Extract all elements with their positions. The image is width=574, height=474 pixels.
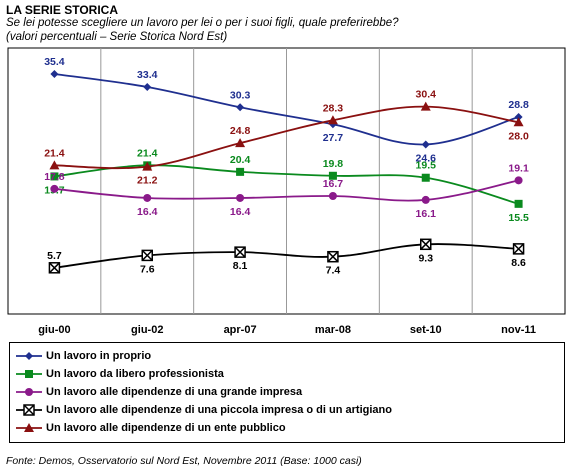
legend-entry: Un lavoro alle dipendenze di un ente pub…: [16, 419, 564, 437]
data-label: 16.4: [137, 206, 158, 218]
data-label: 17.8: [44, 171, 65, 183]
legend-swatch: [16, 404, 42, 416]
data-point: [236, 193, 245, 202]
data-label: 19.5: [416, 160, 437, 172]
data-point: [50, 69, 59, 78]
data-point: [421, 173, 430, 182]
series-5: 21.4 21.2 24.8 28.3 30.4 28.0: [44, 89, 529, 187]
data-point: [143, 193, 152, 202]
data-point: [421, 195, 430, 204]
legend-marker: [24, 423, 34, 432]
data-label: 7.6: [140, 263, 155, 275]
legend-swatch: [16, 352, 42, 360]
data-label: 16.7: [323, 178, 344, 190]
legend-label: Un lavoro in proprio: [46, 350, 152, 362]
legend-entry: Un lavoro da libero professionista: [16, 365, 564, 383]
data-label: 28.8: [508, 99, 529, 111]
x-tick-label: apr-07: [224, 324, 257, 336]
source-note: Fonte: Demos, Osservatorio sul Nord Est,…: [6, 455, 362, 467]
data-label: 9.3: [418, 252, 433, 264]
data-label: 15.5: [508, 212, 529, 224]
data-label: 16.4: [230, 206, 251, 218]
data-label: 21.4: [44, 147, 65, 159]
data-label: 30.3: [230, 89, 251, 101]
data-point: [141, 249, 153, 262]
series-line: [54, 164, 519, 205]
data-label: 16.1: [416, 208, 437, 220]
data-point: [328, 171, 337, 180]
data-point: [514, 176, 523, 185]
data-label: 28.3: [323, 102, 344, 114]
legend-marker: [23, 404, 35, 416]
series-3: 17.8 16.4 16.4 16.7 16.1 19.1: [44, 162, 529, 220]
data-point: [48, 262, 61, 274]
data-label: 30.4: [416, 89, 437, 101]
data-label: 24.8: [230, 125, 251, 137]
legend-marker: [25, 352, 33, 360]
chart-note: (valori percentuali – Serie Storica Nord…: [6, 31, 228, 43]
data-point: [236, 167, 245, 176]
data-label: 20.4: [230, 154, 251, 166]
data-point: [514, 199, 523, 208]
legend-entry: Un lavoro in proprio: [16, 347, 564, 365]
line-chart: giu-00 giu-02 apr-07 mar-08 set-10 nov-11 35.4…: [7, 47, 566, 336]
data-point: [50, 184, 59, 193]
data-point: [49, 160, 60, 170]
data-point: [142, 161, 153, 171]
data-label: 7.4: [326, 265, 341, 277]
series-line: [54, 179, 519, 202]
series-4: 5.7 7.6 8.1 7.4 9.3 8.6: [47, 238, 526, 277]
data-label: 24.6: [416, 152, 437, 164]
data-point: [234, 246, 246, 258]
chart-title: LA SERIE STORICA: [6, 3, 119, 17]
legend-label: Un lavoro alle dipendenze di un ente pub…: [46, 422, 286, 434]
x-tick-label: nov-11: [501, 324, 536, 336]
data-label: 19.8: [323, 158, 344, 170]
data-point: [514, 113, 523, 122]
legend-swatch: [16, 423, 42, 432]
data-label: 21.2: [137, 175, 158, 187]
series-line: [54, 73, 519, 146]
legend-label: Un lavoro da libero professionista: [46, 368, 224, 380]
legend-swatch: [16, 370, 42, 378]
data-label: 8.6: [511, 257, 526, 269]
data-point: [512, 243, 525, 255]
data-label: 35.4: [44, 56, 65, 68]
legend-entry: Un lavoro alle dipendenze di una piccola…: [16, 401, 564, 419]
legend-marker: [25, 388, 33, 396]
x-tick-label: giu-02: [131, 324, 163, 336]
data-point: [420, 238, 432, 251]
data-point: [235, 138, 246, 148]
data-label: 5.7: [47, 250, 62, 262]
data-point: [328, 192, 337, 201]
data-label: 27.7: [323, 132, 344, 144]
data-point: [420, 101, 431, 111]
series-2: 19.721.420.419.819.515.5: [44, 147, 529, 224]
data-label: 33.4: [137, 69, 158, 81]
x-tick-label: mar-08: [315, 324, 351, 336]
data-point: [421, 140, 430, 149]
data-point: [513, 117, 524, 127]
legend-label: Un lavoro alle dipendenze di una piccola…: [46, 404, 392, 416]
legend-label: Un lavoro alle dipendenze di una grande …: [46, 386, 303, 398]
data-point: [327, 115, 338, 125]
data-label: 19.1: [508, 162, 529, 174]
legend-swatch: [16, 388, 42, 396]
legend: Un lavoro in proprio Un lavoro da libero …: [9, 342, 565, 443]
x-tick-label: set-10: [410, 324, 442, 336]
series-line: [54, 105, 519, 170]
data-label: 8.1: [233, 260, 248, 272]
data-label: 21.4: [137, 147, 158, 159]
data-point: [50, 172, 59, 181]
legend-marker: [25, 370, 33, 378]
data-point: [327, 250, 339, 263]
data-label: 28.0: [508, 130, 529, 142]
x-tick-label: giu-00: [38, 324, 70, 336]
series-line: [54, 243, 519, 269]
legend-entry: Un lavoro alle dipendenze di una grande …: [16, 383, 564, 401]
data-point: [236, 103, 245, 112]
data-point: [143, 83, 152, 92]
chart-subtitle: Se lei potesse scegliere un lavoro per l…: [6, 17, 399, 29]
